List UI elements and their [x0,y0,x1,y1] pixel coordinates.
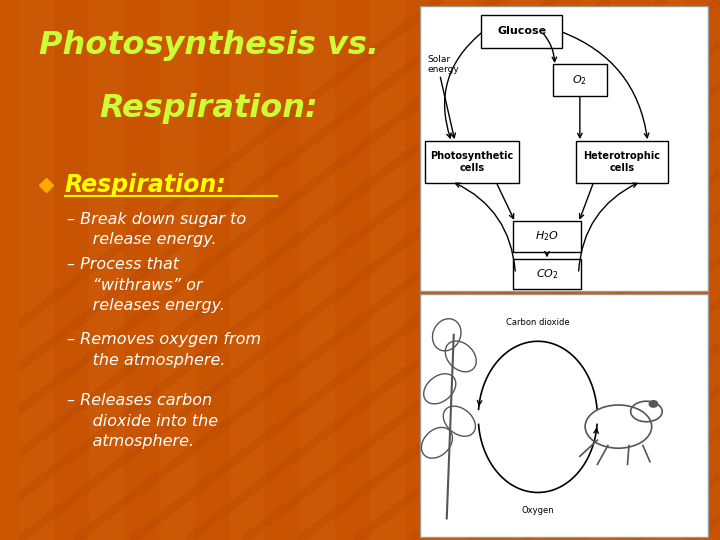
Text: $O_2$: $O_2$ [572,73,588,87]
Bar [650,0,685,540]
Bar [510,0,545,540]
Bar [474,0,510,540]
Bar [335,0,369,540]
Bar [545,0,580,540]
Bar [685,0,720,540]
Bar [19,0,55,540]
FancyBboxPatch shape [481,15,562,48]
Bar [405,0,440,540]
Text: Photosynthetic
cells: Photosynthetic cells [431,151,513,173]
Bar [615,0,650,540]
FancyBboxPatch shape [420,294,708,537]
Bar [580,0,615,540]
Bar [440,0,474,540]
FancyBboxPatch shape [552,64,607,96]
FancyBboxPatch shape [513,221,580,252]
Text: $H_2O$: $H_2O$ [535,230,559,244]
Text: Solar
energy: Solar energy [428,55,459,75]
Text: – Removes oxygen from
     the atmosphere.: – Removes oxygen from the atmosphere. [67,332,261,368]
Text: Glucose: Glucose [497,26,546,36]
Bar [89,0,125,540]
Text: $CO_2$: $CO_2$ [536,267,558,281]
FancyBboxPatch shape [420,6,708,291]
Circle shape [649,401,657,407]
Text: – Break down sugar to
     release energy.: – Break down sugar to release energy. [67,212,246,247]
FancyBboxPatch shape [576,141,668,183]
Text: Oxygen: Oxygen [521,506,554,515]
Bar [300,0,335,540]
Bar [125,0,159,540]
FancyBboxPatch shape [513,259,580,289]
FancyBboxPatch shape [425,141,519,183]
Bar [194,0,230,540]
Text: – Releases carbon
     dioxide into the
     atmosphere.: – Releases carbon dioxide into the atmos… [67,393,218,449]
Text: Carbon dioxide: Carbon dioxide [506,318,570,327]
Text: Respiration:: Respiration: [99,92,318,124]
Bar [264,0,300,540]
Bar [159,0,194,540]
Text: Respiration:: Respiration: [65,173,227,197]
Text: Heterotrophic
cells: Heterotrophic cells [583,151,660,173]
Bar [369,0,405,540]
Text: – Process that
     “withraws” or
     releases energy.: – Process that “withraws” or releases en… [67,257,225,313]
Text: Photosynthesis vs.: Photosynthesis vs. [38,30,379,62]
Bar [230,0,264,540]
Bar [55,0,89,540]
